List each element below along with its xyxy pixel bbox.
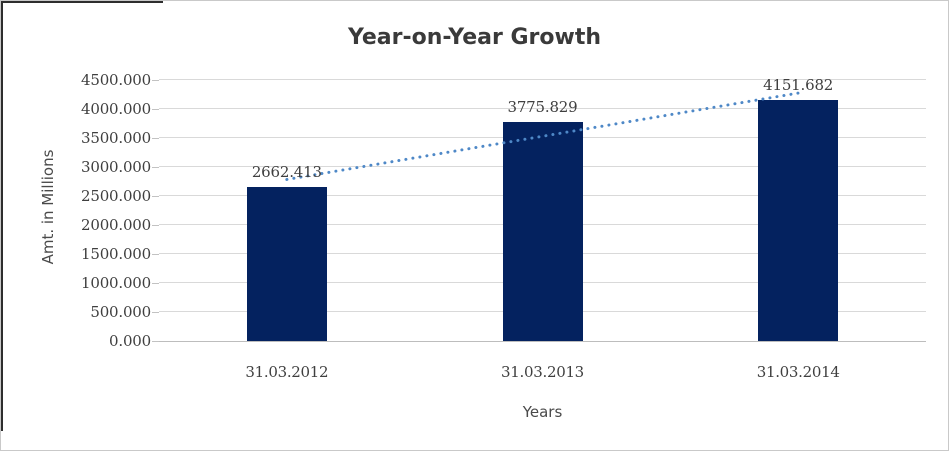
y-tick-mark bbox=[152, 80, 159, 81]
bar-value-label: 4151.682 bbox=[763, 76, 834, 95]
y-tick-mark bbox=[152, 196, 159, 197]
bar-value-label: 2662.413 bbox=[251, 162, 322, 181]
y-tick-mark bbox=[152, 225, 159, 226]
y-tick-mark bbox=[152, 312, 159, 313]
y-tick-label: 4500.000 bbox=[81, 71, 151, 89]
border-accent-left bbox=[1, 1, 3, 431]
y-tick-label: 2500.000 bbox=[81, 187, 151, 205]
y-tick-label: 0.000 bbox=[109, 332, 151, 350]
y-tick-label: 3000.000 bbox=[81, 158, 151, 176]
x-tick-label: 31.03.2014 bbox=[756, 363, 840, 381]
y-tick-mark bbox=[152, 341, 159, 342]
y-tick-mark bbox=[152, 167, 159, 168]
chart-title: Year-on-Year Growth bbox=[347, 25, 602, 50]
y-tick-label: 3500.000 bbox=[81, 129, 151, 147]
bar-31.03.2013 bbox=[502, 122, 583, 341]
y-tick-label: 4000.000 bbox=[81, 100, 151, 118]
y-tick-mark bbox=[152, 254, 159, 255]
x-tick-label: 31.03.2012 bbox=[245, 363, 329, 381]
y-tick-label: 2000.000 bbox=[81, 216, 151, 234]
gridline bbox=[159, 79, 926, 80]
y-tick-mark bbox=[152, 109, 159, 110]
y-tick-mark bbox=[152, 138, 159, 139]
y-tick-mark bbox=[152, 283, 159, 284]
bar-31.03.2012 bbox=[246, 186, 327, 341]
y-tick-label: 500.000 bbox=[90, 303, 151, 321]
plot-area bbox=[159, 79, 926, 342]
bar-value-label: 3775.829 bbox=[507, 98, 578, 116]
x-axis-title: Years bbox=[522, 403, 563, 421]
bar-31.03.2014 bbox=[758, 100, 839, 341]
x-tick-label: 31.03.2013 bbox=[501, 363, 584, 381]
y-tick-label: 1000.000 bbox=[81, 274, 151, 292]
border-accent-top bbox=[1, 1, 163, 3]
y-tick-label: 1500.000 bbox=[81, 245, 151, 263]
